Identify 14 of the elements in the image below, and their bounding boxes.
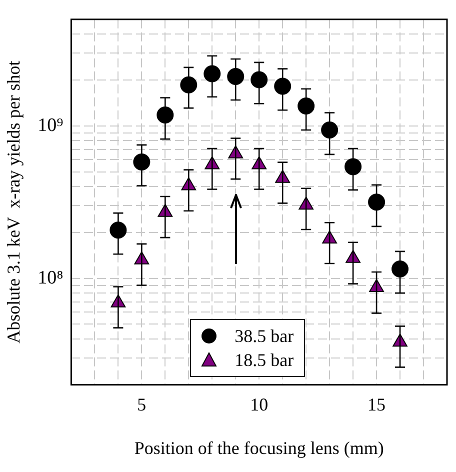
y-tick-label: 10⁹: [38, 114, 64, 136]
x-tick-label: 15: [368, 394, 386, 414]
point: [368, 194, 386, 211]
legend-label: 18.5 bar: [234, 348, 294, 372]
point: [298, 98, 315, 115]
point: [274, 78, 292, 95]
x-tick-label: 5: [137, 394, 146, 414]
point: [321, 122, 338, 139]
x-tick-label: 10: [250, 394, 268, 414]
y-tick-label: 10⁸: [38, 267, 64, 288]
y-axis-title: Absolute 3.1 keV x-ray yields per shot: [4, 60, 24, 344]
legend-label: 38.5 bar: [234, 324, 294, 348]
point: [344, 158, 362, 176]
x-axis-title: Position of the focusing lens (mm): [134, 438, 384, 458]
